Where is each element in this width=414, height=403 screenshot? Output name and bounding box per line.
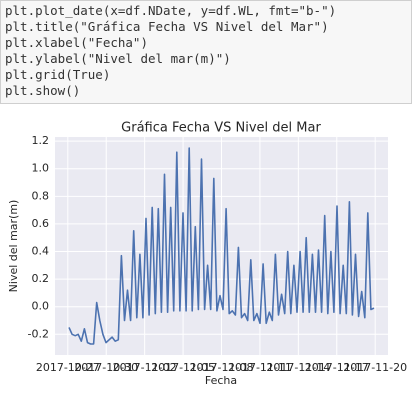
code-line: plt.grid(True) xyxy=(5,67,111,82)
code-line: plt.ylabel("Nivel del mar(m)") xyxy=(5,51,231,66)
code-line: plt.show() xyxy=(5,83,81,98)
y-tick-label: 0.2 xyxy=(32,272,50,285)
chart: Gráfica Fecha VS Nivel del Mar Fecha Niv… xyxy=(7,121,407,388)
code-line: plt.title("Gráfica Fecha VS Nivel del Ma… xyxy=(5,19,329,34)
chart-title: Gráfica Fecha VS Nivel del Mar xyxy=(121,121,321,136)
x-tick-label: 2017-10-30 xyxy=(74,361,138,374)
x-tick-label: 2017-11-11 xyxy=(228,361,292,374)
data-line xyxy=(68,147,375,345)
y-tick-label: 1.0 xyxy=(32,162,50,175)
code-line: plt.plot_date(x=df.NDate, y=df.WL, fmt="… xyxy=(5,3,337,18)
code-line: plt.xlabel("Fecha") xyxy=(5,35,148,50)
y-tick-label: -0.2 xyxy=(28,327,49,340)
y-tick-label: 0.0 xyxy=(32,300,50,313)
y-tick-label: 0.4 xyxy=(32,245,50,258)
y-tick-label: 0.6 xyxy=(32,217,50,230)
x-tick-label: 2017-11-20 xyxy=(343,361,407,374)
x-tick-label: 2017-10-27 xyxy=(36,361,100,374)
x-tick-label: 2017-11-02 xyxy=(113,361,177,374)
y-tick-label: 1.2 xyxy=(32,134,50,147)
y-tick-label: 0.8 xyxy=(32,189,50,202)
y-axis-label: Nivel del mar(m) xyxy=(7,200,20,293)
x-axis-label: Fecha xyxy=(205,374,237,387)
x-tick-label: 2017-11-14 xyxy=(266,361,330,374)
x-tick-label: 2017-11-05 xyxy=(151,361,215,374)
x-tick-label: 2017-11-17 xyxy=(305,361,369,374)
code-cell[interactable]: plt.plot_date(x=df.NDate, y=df.WL, fmt="… xyxy=(0,0,412,104)
x-tick-label: 2017-11-08 xyxy=(190,361,254,374)
